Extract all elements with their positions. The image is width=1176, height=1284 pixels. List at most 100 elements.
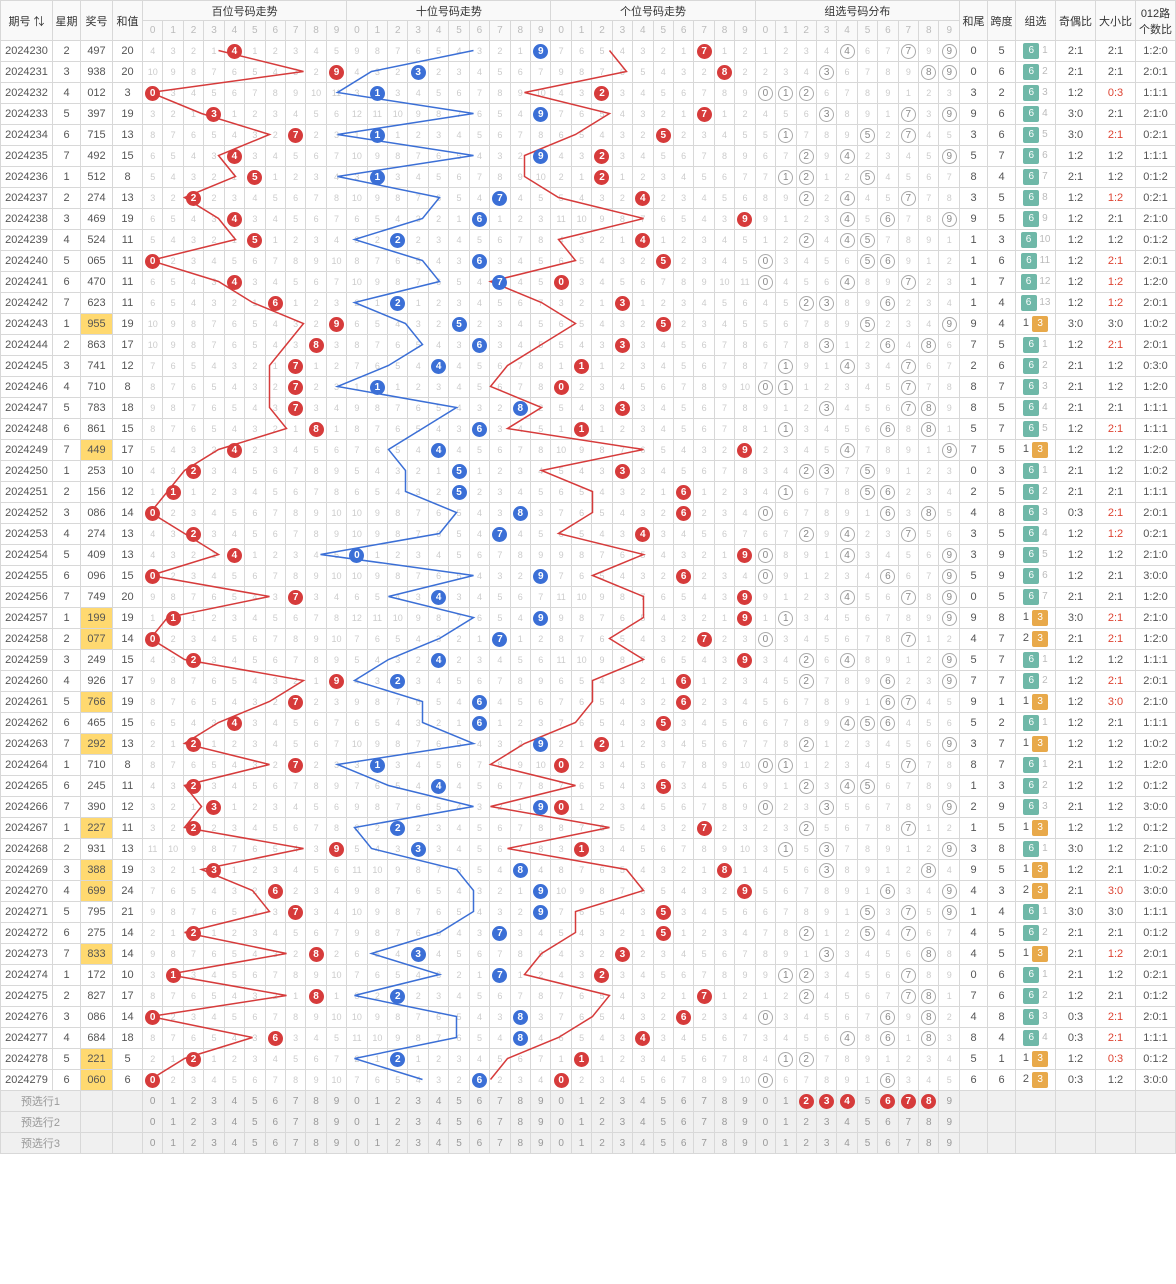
- combo: 6 2: [1016, 923, 1056, 944]
- shi-miss: 6: [531, 692, 551, 713]
- grp-hit: 5: [857, 776, 877, 797]
- grp-miss: 4: [939, 860, 960, 881]
- col-period[interactable]: 期号 ⇅: [1, 1, 53, 41]
- grp-miss: 8: [776, 734, 796, 755]
- sumtail: 3: [960, 839, 988, 860]
- period: 2024230: [1, 41, 53, 62]
- weekday: 4: [53, 524, 81, 545]
- bai-miss: 9: [306, 965, 326, 986]
- grp-miss: 5: [816, 1007, 836, 1028]
- combo: 6 4: [1016, 104, 1056, 125]
- bai-miss: 9: [143, 902, 163, 923]
- pred-row[interactable]: 预选行1012345678901234567890123456789012345…: [1, 1091, 1176, 1112]
- prize: 684: [81, 1028, 113, 1049]
- shi-miss: 5: [490, 104, 510, 125]
- ge-miss: 8: [735, 1049, 755, 1070]
- pred-num: 5: [245, 1133, 265, 1154]
- grp-hit: 7: [898, 818, 918, 839]
- pred-row[interactable]: 预选行3012345678901234567890123456789012345…: [1, 1133, 1176, 1154]
- ge-miss: 7: [551, 776, 571, 797]
- shi-miss: 3: [490, 734, 510, 755]
- ge-miss: 1: [714, 608, 734, 629]
- table-row: 2024231393820109876543294323234567987654…: [1, 62, 1176, 83]
- weekday: 3: [53, 356, 81, 377]
- grp-hit: 8: [919, 419, 939, 440]
- grp-miss: 8: [919, 587, 939, 608]
- shi-miss: 6: [449, 755, 469, 776]
- shi-miss: 4: [408, 356, 428, 377]
- grp-miss: 6: [755, 902, 775, 923]
- shi-miss: 9: [510, 755, 530, 776]
- bai-miss: 2: [204, 482, 224, 503]
- grp-miss: 9: [816, 902, 836, 923]
- grp-hit: 9: [939, 734, 960, 755]
- ge-miss: 5: [551, 923, 571, 944]
- shi-miss: 6: [469, 104, 489, 125]
- grp-hit: 7: [898, 104, 918, 125]
- shi-miss: 10: [367, 860, 387, 881]
- sumtail: 2: [960, 797, 988, 818]
- ge-miss: 5: [551, 335, 571, 356]
- num-header: 1: [163, 21, 183, 41]
- grp-hit: 4: [837, 650, 857, 671]
- bai-miss: 9: [163, 314, 183, 335]
- bai-miss: 5: [204, 125, 224, 146]
- grp-miss: 8: [939, 377, 960, 398]
- shi-miss: 3: [449, 335, 469, 356]
- bai-ball: 2: [183, 650, 203, 671]
- ge-miss: 8: [735, 461, 755, 482]
- bai-miss: 3: [285, 545, 305, 566]
- ge-miss: 9: [714, 1070, 734, 1091]
- bai-miss: 3: [265, 440, 285, 461]
- ge-miss: 5: [592, 104, 612, 125]
- ge-miss: 3: [694, 125, 714, 146]
- shi-miss: 3: [428, 629, 448, 650]
- span: 9: [988, 566, 1016, 587]
- ge-miss: 5: [633, 608, 653, 629]
- grp-miss: 4: [816, 41, 836, 62]
- bai-miss: 3: [143, 797, 163, 818]
- grp-hit: 7: [898, 923, 918, 944]
- grp-miss: 4: [857, 755, 877, 776]
- pred-row[interactable]: 预选行2012345678901234567890123456789012345…: [1, 1112, 1176, 1133]
- grp-miss: 4: [776, 650, 796, 671]
- weekday: 1: [53, 965, 81, 986]
- num-header: 2: [183, 21, 203, 41]
- grp-miss: 7: [939, 356, 960, 377]
- ge-miss: 8: [571, 608, 591, 629]
- p: [1016, 1112, 1056, 1133]
- shi-miss: 2: [449, 629, 469, 650]
- shi-miss: 4: [469, 146, 489, 167]
- ge-ball: 2: [592, 167, 612, 188]
- ge-miss: 6: [612, 62, 632, 83]
- odd: 1:2: [1056, 419, 1096, 440]
- weekday: 3: [53, 209, 81, 230]
- grp-miss: 4: [919, 314, 939, 335]
- ge-miss: 5: [694, 524, 714, 545]
- combo: 6 6: [1016, 566, 1056, 587]
- bai-miss: 4: [285, 860, 305, 881]
- bai-miss: 4: [183, 293, 203, 314]
- grp-hit: 9: [939, 545, 960, 566]
- bai-miss: 3: [163, 461, 183, 482]
- bai-miss: 9: [143, 944, 163, 965]
- shi-miss: 12: [347, 608, 367, 629]
- shi-miss: 2: [347, 1049, 367, 1070]
- weekday: 7: [53, 293, 81, 314]
- ge-miss: 6: [571, 986, 591, 1007]
- weekday: 6: [53, 125, 81, 146]
- col-sum: 和值: [113, 1, 143, 41]
- bai-miss: 1: [204, 734, 224, 755]
- bai-miss: 3: [183, 1007, 203, 1028]
- shi-miss: 6: [490, 230, 510, 251]
- grp-miss: 2: [898, 1049, 918, 1070]
- grp-hit: 8: [919, 398, 939, 419]
- bai-miss: 7: [265, 503, 285, 524]
- shi-miss: 3: [408, 482, 428, 503]
- bai-ball: 4: [224, 209, 244, 230]
- bai-miss: 10: [326, 965, 346, 986]
- grp-miss: 6: [878, 398, 898, 419]
- shi-miss: 5: [449, 566, 469, 587]
- sumtail: 5: [960, 1049, 988, 1070]
- grp-miss: 5: [816, 440, 836, 461]
